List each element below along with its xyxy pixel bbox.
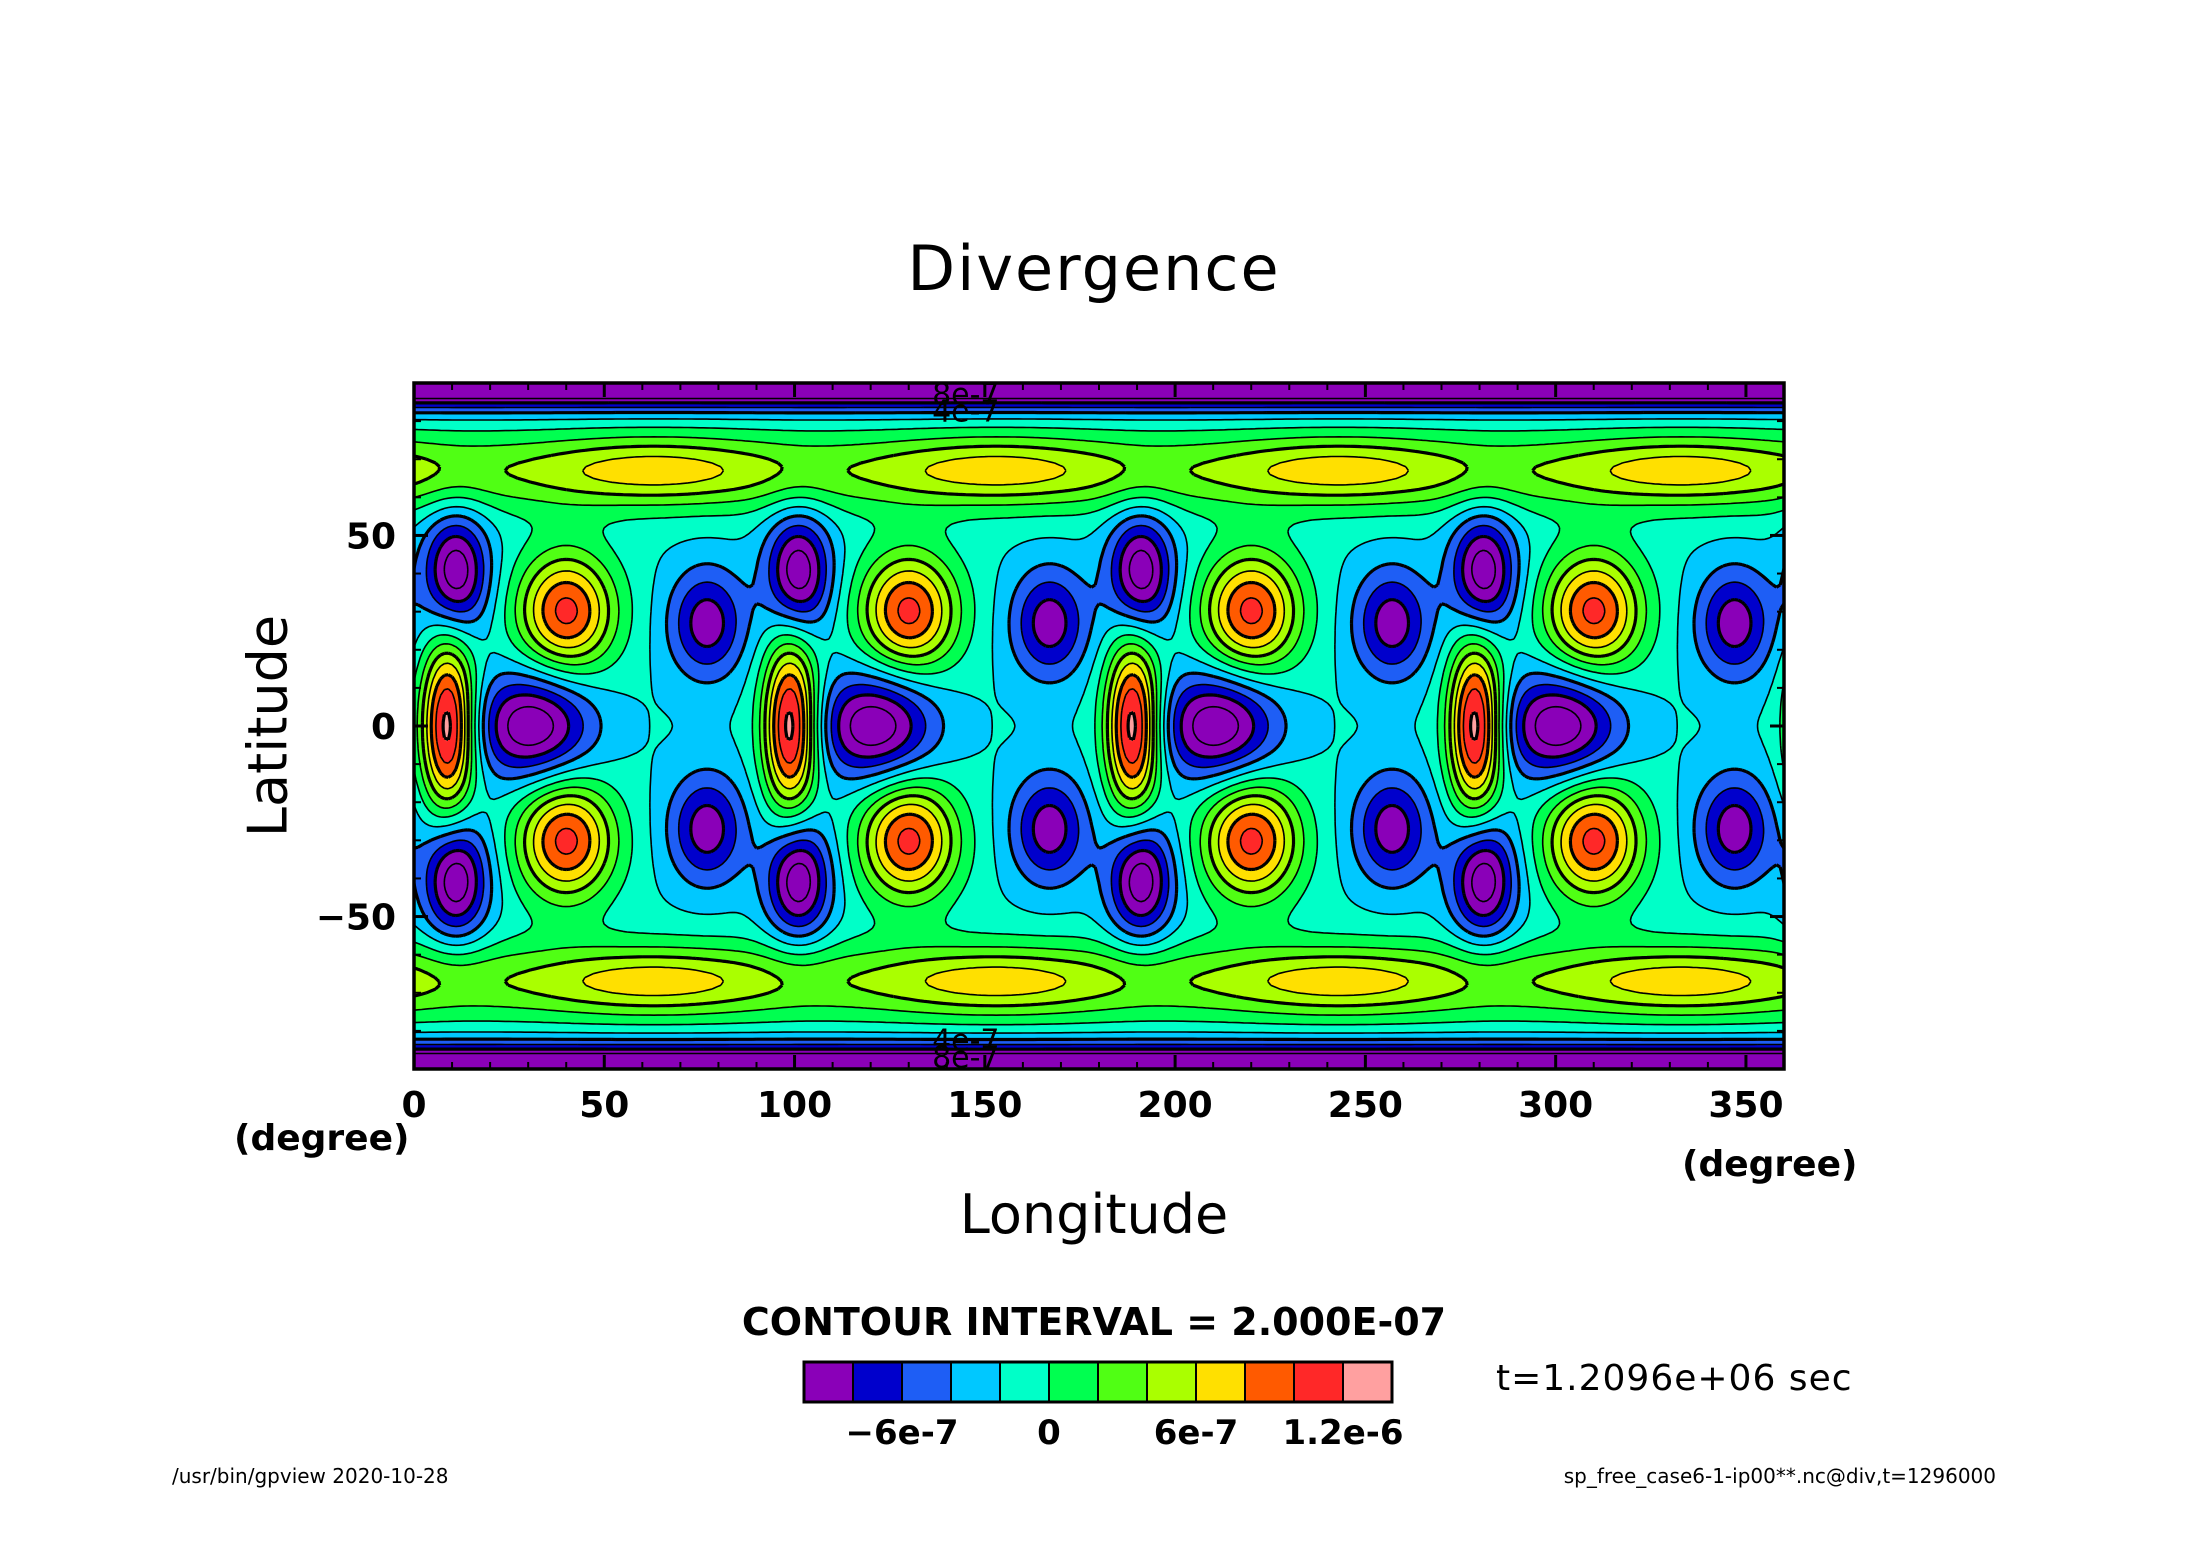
colorbar-label: 0 <box>1037 1413 1061 1453</box>
x-tick-label: 300 <box>1518 1085 1593 1126</box>
x-tick-label: 50 <box>579 1085 629 1126</box>
footer-right: sp_free_case6-1-ip00**.nc@div,t=1296000 <box>1563 1464 1996 1488</box>
contour-lines <box>414 397 1784 1055</box>
colorbar-swatch <box>803 1361 854 1403</box>
contour-line <box>414 426 1784 1026</box>
colorbar-frame <box>802 1360 1394 1404</box>
colorbar-swatch <box>1244 1361 1295 1403</box>
y-tick-label: −50 <box>316 898 396 939</box>
colorbar-swatch <box>1146 1361 1197 1403</box>
contour-interval-label: CONTOUR INTERVAL = 2.000E-07 <box>741 1300 1447 1344</box>
colorbar-swatch <box>852 1361 903 1403</box>
colorbar-swatch <box>950 1361 1001 1403</box>
x-tick-label: 100 <box>757 1085 832 1126</box>
contour-layer: 8e-74e-74e-78e-7 <box>414 377 1784 1076</box>
contour-line <box>429 580 1619 872</box>
contour-line <box>414 436 1784 1016</box>
contour-line <box>414 410 1784 1042</box>
contour-line <box>414 406 1784 1046</box>
contour-label: 8e-7 <box>932 377 999 412</box>
plot-frame <box>412 381 1786 1071</box>
y-axis-label: Latitude <box>236 614 300 838</box>
colorbar-swatch <box>1342 1361 1393 1403</box>
y-tick-label: 0 <box>371 707 396 748</box>
contour-label: 8e-7 <box>932 1041 999 1076</box>
colorbar-swatch <box>999 1361 1050 1403</box>
colorbar-swatch <box>1097 1361 1148 1403</box>
colorbar-swatch <box>1195 1361 1246 1403</box>
colorbar-label: 6e-7 <box>1154 1413 1239 1453</box>
contour-line <box>441 710 1480 742</box>
footer-left: /usr/bin/gpview 2020-10-28 <box>172 1464 449 1488</box>
contour-label: 4e-7 <box>932 1023 999 1058</box>
colorbar-swatch <box>901 1361 952 1403</box>
colorbar-swatch <box>1293 1361 1344 1403</box>
x-tick-label: 200 <box>1138 1085 1213 1126</box>
x-tick-label: 350 <box>1708 1085 1783 1126</box>
time-label: t=1.2096e+06 sec <box>1496 1358 1853 1399</box>
contour-line <box>414 397 1784 1055</box>
contour-label: 4e-7 <box>932 395 999 430</box>
x-tick-label: 250 <box>1328 1085 1403 1126</box>
x-axis-label: Longitude <box>959 1183 1229 1246</box>
x-axis-unit-left: (degree) <box>234 1118 410 1159</box>
colorbar-swatch <box>1048 1361 1099 1403</box>
contour-line <box>426 455 1752 997</box>
contour-line <box>435 597 1606 855</box>
y-tick-label: 50 <box>346 516 396 557</box>
chart-title: Divergence <box>907 232 1281 305</box>
contour-line <box>414 401 1784 1051</box>
filled-contours <box>414 383 1784 1069</box>
x-tick-label: 150 <box>947 1085 1022 1126</box>
colorbar-label: 1.2e-6 <box>1282 1413 1403 1453</box>
contour-line <box>414 444 1784 1008</box>
x-axis-unit-right: (degree) <box>1682 1144 1858 1185</box>
contour-line <box>414 418 1784 1034</box>
colorbar-label: −6e-7 <box>846 1413 959 1453</box>
